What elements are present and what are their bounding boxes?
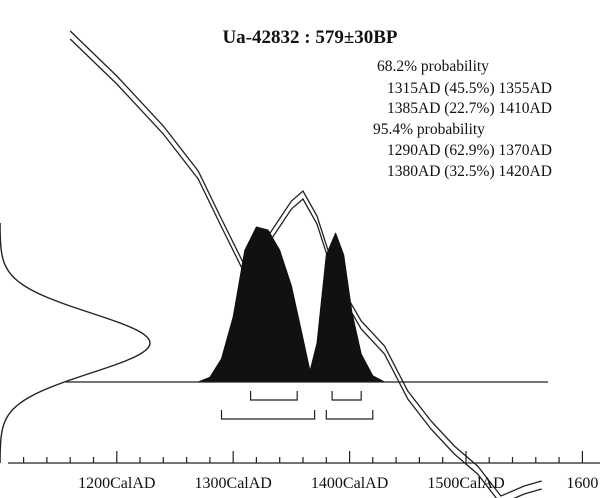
prob-68-range-1: 1315AD (45.5%) 1355AD [387, 80, 552, 97]
probability-range-brackets [220, 391, 374, 420]
x-tick-label: 1400CalAD [311, 475, 388, 492]
calibrated-probability-distribution [66, 226, 548, 383]
prob-95-range-1: 1290AD (62.9%) 1370AD [387, 142, 552, 159]
chart-title: Ua-42832 : 579±30BP [222, 27, 397, 48]
radiocarbon-date-distribution [0, 223, 151, 463]
x-tick-label: 1600 [566, 475, 598, 492]
x-tick-label: 1300CalAD [195, 475, 272, 492]
prob-68-range-2: 1385AD (22.7%) 1410AD [387, 100, 552, 117]
range-68-bracket-1 [250, 391, 298, 401]
x-tick-label: 1500CalAD [427, 475, 504, 492]
range-95-bracket-2 [325, 410, 374, 420]
x-axis: 1200CalAD 1300CalAD 1400CalAD 1500CalAD 1600 [8, 451, 600, 492]
prob-68-heading: 68.2% probability [377, 58, 489, 75]
radiocarbon-gaussian [0, 223, 151, 463]
prob-95-heading: 95.4% probability [373, 121, 485, 138]
probability-distribution-area [197, 226, 385, 383]
range-68-bracket-2 [331, 391, 362, 401]
prob-95-range-2: 1380AD (32.5%) 1420AD [387, 163, 552, 180]
range-95-bracket-1 [220, 410, 316, 420]
x-tick-label: 1200CalAD [78, 475, 155, 492]
